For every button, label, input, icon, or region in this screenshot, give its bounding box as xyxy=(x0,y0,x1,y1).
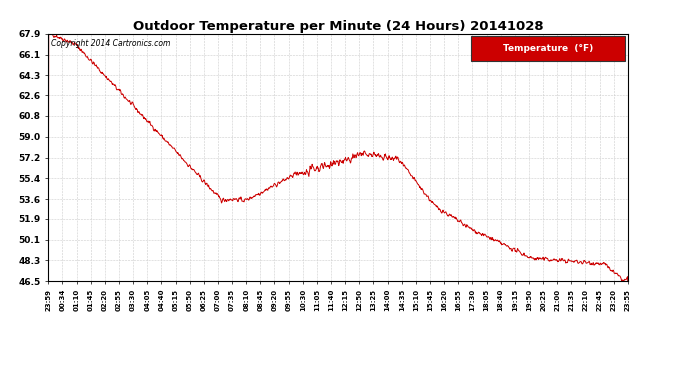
Text: Copyright 2014 Cartronics.com: Copyright 2014 Cartronics.com xyxy=(51,39,170,48)
Text: Temperature  (°F): Temperature (°F) xyxy=(503,44,593,53)
Title: Outdoor Temperature per Minute (24 Hours) 20141028: Outdoor Temperature per Minute (24 Hours… xyxy=(132,20,544,33)
Bar xyxy=(471,36,625,61)
